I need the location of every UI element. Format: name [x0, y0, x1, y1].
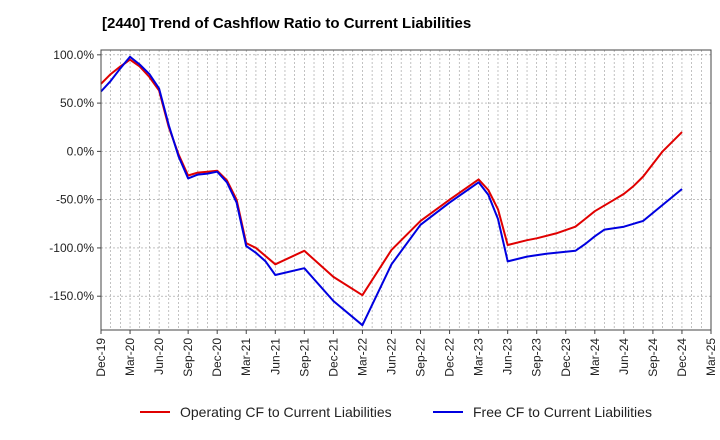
y-axis-ticks: 100.0% 50.0% 0.0% -50.0% -100.0% -150.0%: [49, 48, 101, 303]
x-tick-label: Mar-24: [588, 338, 602, 376]
x-tick-label: Dec-23: [559, 338, 573, 377]
series-group: [100, 55, 683, 327]
y-tick-label: -100.0%: [49, 241, 94, 255]
legend-item-free-cf: Free CF to Current Liabilities: [433, 404, 652, 420]
legend-label-free-cf: Free CF to Current Liabilities: [473, 404, 652, 420]
y-tick-label: 0.0%: [67, 144, 95, 158]
x-tick-label: Jun-20: [152, 338, 166, 375]
y-tick-label: -150.0%: [49, 289, 94, 303]
x-tick-label: Sep-21: [297, 338, 311, 377]
x-tick-label: Sep-22: [414, 338, 428, 377]
x-axis-ticks: Dec-19 Mar-20 Jun-20 Sep-20 Dec-20 Mar-21 Jun-…: [94, 330, 718, 377]
x-tick-label: Jun-22: [384, 338, 398, 375]
x-tick-label: Mar-25: [704, 338, 718, 376]
x-tick-label: Dec-22: [443, 338, 457, 377]
grid-lines: [101, 50, 711, 330]
x-tick-label: Jun-24: [617, 338, 631, 375]
x-tick-label: Jun-21: [268, 338, 282, 375]
x-tick-label: Dec-20: [210, 338, 224, 377]
legend-swatch-free-cf: [433, 411, 463, 413]
legend-swatch-operating-cf: [140, 411, 170, 413]
x-tick-label: Mar-21: [239, 338, 253, 376]
x-tick-label: Sep-23: [530, 338, 544, 377]
x-tick-label: Dec-21: [326, 338, 340, 377]
y-tick-label: 50.0%: [60, 96, 94, 110]
y-tick-label: 100.0%: [53, 48, 94, 62]
x-tick-label: Jun-23: [501, 338, 515, 375]
x-tick-label: Mar-23: [472, 338, 486, 376]
x-tick-label: Mar-20: [123, 338, 137, 376]
legend-item-operating-cf: Operating CF to Current Liabilities: [140, 404, 392, 420]
plot-frame: [100, 49, 712, 331]
legend: Operating CF to Current Liabilities Free…: [0, 404, 720, 424]
series-line-free-cf: [100, 55, 683, 327]
x-tick-label: Dec-19: [94, 338, 108, 377]
x-tick-label: Dec-24: [675, 338, 689, 377]
x-tick-label: Sep-24: [646, 338, 660, 377]
chart-title: [2440] Trend of Cashflow Ratio to Curren…: [102, 15, 472, 32]
x-tick-label: Sep-20: [181, 338, 195, 377]
legend-label-operating-cf: Operating CF to Current Liabilities: [180, 404, 392, 420]
y-tick-label: -50.0%: [56, 193, 94, 207]
line-chart: 100.0% 50.0% 0.0% -50.0% -100.0% -150.0% Dec-…: [49, 48, 718, 377]
x-tick-label: Mar-22: [355, 338, 369, 376]
